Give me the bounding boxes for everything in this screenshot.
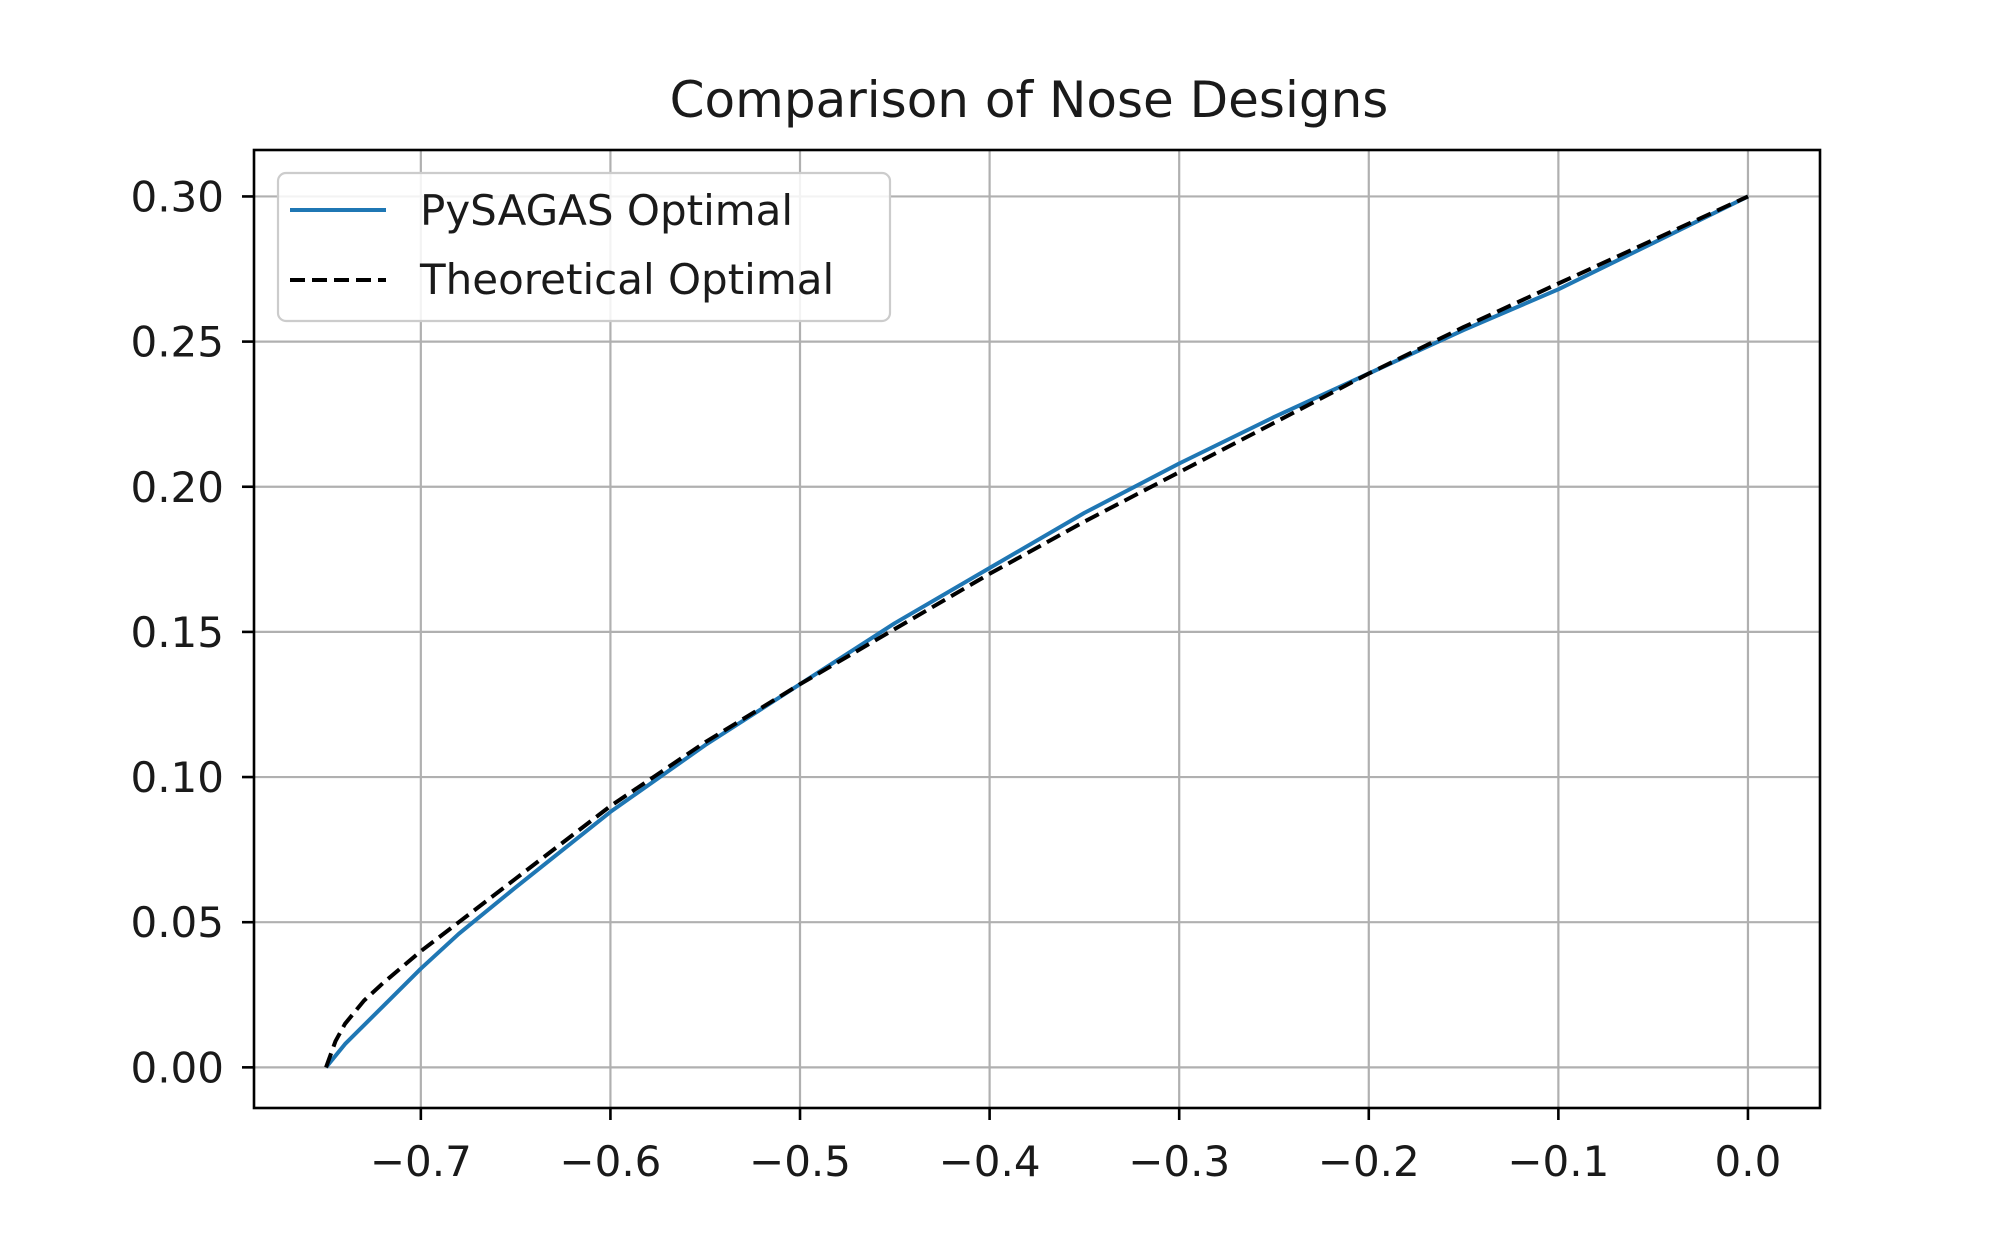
chart-title: Comparison of Nose Designs [670,71,1389,129]
x-tick-label: −0.1 [1507,1137,1609,1186]
y-tick-label: 0.00 [130,1043,224,1092]
legend-label-pysagas: PySAGAS Optimal [420,186,793,235]
x-tick-label: −0.4 [939,1137,1041,1186]
x-tick-label: −0.5 [749,1137,851,1186]
x-tick-label: −0.3 [1128,1137,1230,1186]
series-line-theoretical [324,194,1749,1069]
legend-box [276,171,892,323]
series-line-pysagas [324,194,1749,1069]
x-tick-label: −0.7 [370,1137,472,1186]
axis-ticks: −0.7 −0.6 −0.5 −0.4 −0.3 −0.2 −0.1 0.0 0.00 0.05 0… [130,172,1781,1186]
x-tick-label: −0.2 [1318,1137,1420,1186]
y-tick-label: 0.30 [130,172,224,221]
y-tick-label: 0.10 [130,753,224,802]
plot-frame [252,148,1822,1110]
y-tick-label: 0.15 [130,608,224,657]
y-tick-label: 0.05 [130,898,224,947]
legend: PySAGAS Optimal Theoretical Optimal [276,171,892,323]
x-tick-label: 0.0 [1715,1137,1782,1186]
legend-label-theoretical: Theoretical Optimal [419,255,834,304]
y-tick-label: 0.25 [130,318,224,367]
series-lines [324,194,1749,1069]
x-tick-label: −0.6 [559,1137,661,1186]
y-tick-label: 0.20 [130,463,224,512]
